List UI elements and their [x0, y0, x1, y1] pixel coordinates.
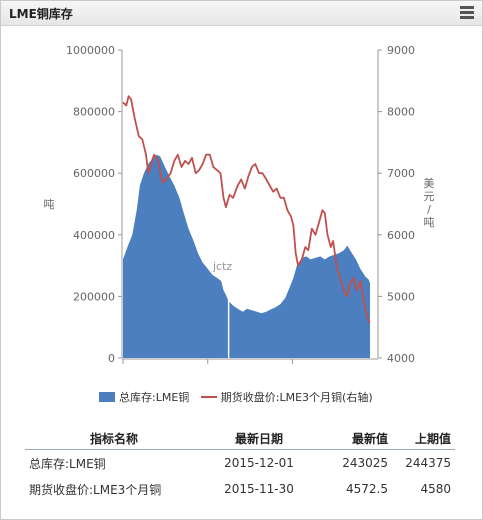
right-axis-title-char: 美 [424, 177, 435, 190]
chart-legend: 总库存:LME铜 期货收盘价:LME3个月铜(右轴) [99, 389, 381, 405]
cell-previous-value: 244375 [405, 456, 451, 470]
left-tick-label: 0 [108, 352, 115, 365]
header-previous-value: 上期值 [389, 427, 455, 450]
left-tick-label: 200000 [73, 290, 115, 303]
cell-latest-value: 4572.5 [346, 482, 388, 496]
right-tick-label: 8000 [387, 106, 415, 119]
table-header-row: 指标名称 最新日期 最新值 上期值 [25, 427, 455, 450]
panel-header: LME铜库存 [1, 1, 482, 26]
left-tick-label: 800000 [73, 106, 115, 119]
right-axis-title-char: 元 [424, 190, 435, 203]
indicator-table: 指标名称 最新日期 最新值 上期值 总库存:LME铜 2015-12-01 24… [25, 427, 455, 502]
cell-indicator-name: 总库存:LME铜 [29, 456, 106, 471]
header-latest-date: 最新日期 [203, 427, 315, 450]
hamburger-menu-icon[interactable] [460, 6, 474, 19]
table-row: 期货收盘价:LME3个月铜 2015-11-30 4572.5 4580 [25, 476, 455, 502]
series-line-price [122, 95, 371, 324]
right-tick-label: 5000 [387, 290, 415, 303]
right-tick-label: 7000 [387, 167, 415, 180]
header-indicator-name: 指标名称 [25, 427, 203, 450]
watermark-text: jctz [212, 260, 232, 273]
right-axis-title-char: 吨 [424, 216, 435, 229]
table-row: 总库存:LME铜 2015-12-01 243025 244375 [25, 450, 455, 477]
legend-label-inventory: 总库存:LME铜 [119, 391, 190, 404]
x-tick-label: 2015-01-01 [261, 366, 325, 367]
right-tick-label: 6000 [387, 229, 415, 242]
cell-indicator-name: 期货收盘价:LME3个月铜 [29, 482, 162, 497]
series-area-inventory [123, 154, 370, 358]
legend-swatch-inventory [99, 392, 115, 402]
panel-title: LME铜库存 [9, 7, 73, 21]
cell-latest-date: 2015-12-01 [224, 456, 294, 470]
left-tick-label: 600000 [73, 167, 115, 180]
cell-previous-value: 4580 [420, 482, 451, 496]
left-axis-title: 吨 [44, 198, 55, 211]
header-latest-value: 最新值 [315, 427, 389, 450]
legend-swatch-price [200, 396, 217, 398]
x-tick-label: 2013-01-01 [91, 366, 155, 367]
right-axis-title: 美元/吨 [424, 177, 435, 229]
legend-item-price[interactable]: 期货收盘价:LME3个月铜(右轴) [200, 389, 373, 405]
x-tick-label: 2014-01-01 [176, 366, 240, 367]
left-tick-label: 1000000 [66, 44, 115, 57]
right-tick-label: 9000 [387, 44, 415, 57]
cell-latest-value: 243025 [342, 456, 388, 470]
legend-item-inventory[interactable]: 总库存:LME铜 [99, 389, 189, 405]
right-tick-label: 4000 [387, 352, 415, 365]
left-tick-label: 400000 [73, 229, 115, 242]
cell-latest-date: 2015-11-30 [224, 482, 294, 496]
inventory-price-chart: 0 200000 400000 600000 800000 1000000 4000 5000… [44, 44, 435, 367]
right-axis-title-char: / [427, 203, 431, 216]
legend-label-price: 期货收盘价:LME3个月铜(右轴) [220, 391, 373, 404]
